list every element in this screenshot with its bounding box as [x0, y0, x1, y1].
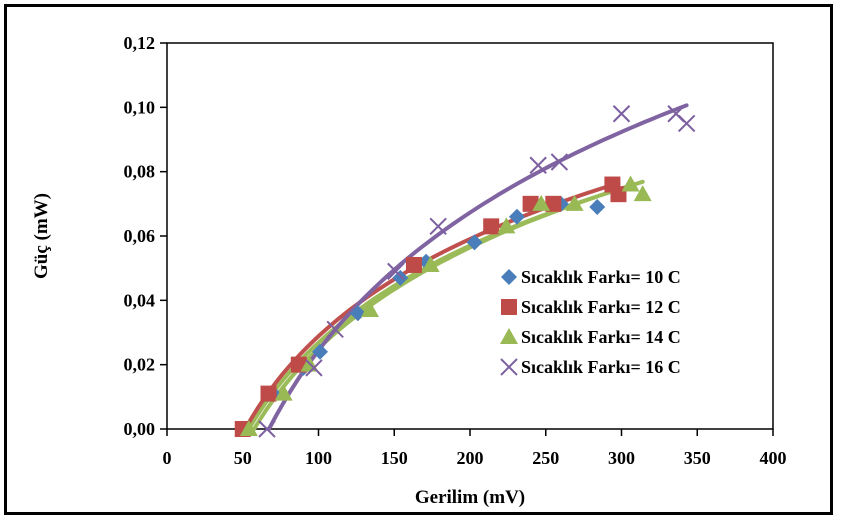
data-point-diamond — [466, 234, 483, 251]
data-point-diamond — [589, 199, 606, 216]
x-tick-label: 0 — [163, 448, 172, 468]
legend: Sıcaklık Farkı= 10 C Sıcaklık Farkı= 12 C… — [500, 267, 681, 377]
plot-area — [166, 42, 774, 430]
y-axis-title: Güç (mW) — [31, 193, 52, 279]
x-tick-label: 200 — [457, 448, 484, 468]
data-point-triangle — [565, 194, 584, 211]
x-axis-title: Gerilim (mV) — [415, 487, 525, 508]
data-point-x — [258, 420, 276, 438]
y-tick-label: 0,06 — [124, 226, 156, 246]
x-tick-label: 350 — [684, 448, 711, 468]
data-point-x — [550, 153, 569, 171]
data-point-triangle — [633, 185, 652, 202]
data-point-x — [429, 217, 447, 236]
legend-label: Sıcaklık Farkı= 12 C — [521, 297, 681, 317]
data-point-triangle — [532, 194, 551, 211]
data-point-x — [677, 114, 696, 133]
data-point-x — [326, 320, 344, 338]
x-tick-label: 400 — [760, 448, 787, 468]
x-tick-label: 50 — [234, 448, 252, 468]
data-point-square — [545, 195, 562, 212]
legend-marker-square — [501, 299, 517, 315]
y-axis-ticks: 0,00 0,02 0,04 0,06 0,08 0,10 0,12 — [124, 33, 167, 439]
data-point-x — [529, 156, 547, 174]
y-tick-label: 0,04 — [124, 290, 156, 310]
y-tick-label: 0,10 — [124, 97, 156, 117]
y-tick-label: 0,12 — [124, 33, 156, 53]
data-point-triangle — [497, 217, 516, 234]
data-point-triangle — [421, 255, 440, 272]
data-point-diamond — [312, 343, 329, 360]
legend-label: Sıcaklık Farkı= 14 C — [521, 327, 681, 347]
data-point-diamond — [508, 208, 525, 225]
y-tick-label: 0,02 — [124, 355, 156, 375]
data-point-triangle — [239, 420, 258, 436]
x-tick-label: 100 — [305, 448, 332, 468]
legend-marker-triangle — [500, 328, 518, 344]
y-tick-label: 0,08 — [124, 162, 156, 182]
data-point-triangle — [361, 300, 380, 317]
x-tick-label: 250 — [532, 448, 559, 468]
data-point-square — [405, 256, 422, 273]
data-point-diamond — [349, 305, 366, 322]
data-point-square — [483, 218, 500, 235]
data-point-triangle — [621, 175, 640, 192]
data-points — [234, 105, 696, 438]
x-tick-label: 150 — [381, 448, 408, 468]
legend-label: Sıcaklık Farkı= 10 C — [521, 267, 681, 287]
data-point-triangle — [274, 384, 293, 401]
y-tick-label: 0,00 — [124, 419, 156, 439]
legend-marker-x — [500, 358, 518, 376]
data-point-x — [305, 359, 323, 377]
data-point-x — [387, 262, 405, 281]
data-point-x — [612, 105, 631, 123]
x-axis-ticks: 0 50 100 150 200 250 300 350 400 — [163, 429, 787, 468]
data-point-square — [260, 385, 277, 402]
legend-label: Sıcaklık Farkı= 16 C — [521, 357, 681, 377]
legend-marker-diamond — [501, 269, 517, 285]
x-tick-label: 300 — [608, 448, 635, 468]
data-point-diamond — [392, 269, 409, 286]
